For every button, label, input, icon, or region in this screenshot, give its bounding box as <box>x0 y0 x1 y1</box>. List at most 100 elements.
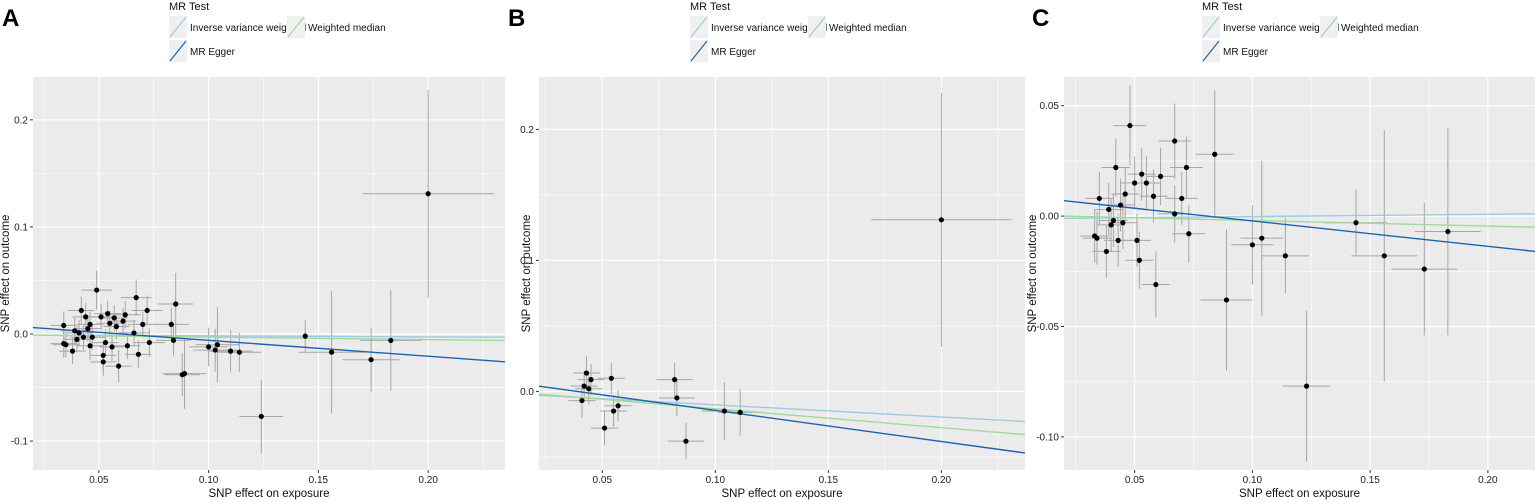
y-tick-label: 0.2 <box>14 115 28 126</box>
y-tick-label: 0.0 <box>14 330 28 341</box>
data-point <box>85 326 91 332</box>
data-point <box>1108 222 1114 228</box>
legend-title: MR Test <box>1202 1 1242 13</box>
x-tick-label: 0.05 <box>1125 475 1145 486</box>
legend-label: Weighted median <box>829 23 907 34</box>
x-tick-label: 0.10 <box>199 475 219 486</box>
legend-key-line <box>808 16 826 38</box>
data-point <box>610 408 617 414</box>
data-point <box>1282 253 1288 259</box>
data-point <box>1134 237 1140 243</box>
legend-title: MR Test <box>690 1 730 13</box>
legend-key-line <box>169 40 187 62</box>
data-point <box>1212 151 1218 157</box>
data-point <box>227 348 234 354</box>
data-point <box>212 347 218 353</box>
data-point <box>737 409 743 415</box>
y-tick-label: 0.05 <box>1040 101 1060 112</box>
data-point <box>1172 211 1178 217</box>
data-point <box>100 359 106 365</box>
regression-line-mr-egger <box>539 385 1025 454</box>
data-point <box>63 342 69 348</box>
regression-line-weighted-median <box>33 334 505 342</box>
legend-label: Inverse variance weighted <box>190 23 306 34</box>
data-point <box>368 357 374 363</box>
x-tick-label: 0.05 <box>593 475 613 486</box>
legend-key-line <box>1202 40 1220 62</box>
data-point <box>615 403 621 409</box>
x-axis-title: SNP effect on exposure <box>1239 488 1360 500</box>
data-point <box>258 413 264 420</box>
x-tick-label: 0.10 <box>1243 475 1263 486</box>
legend: MR Test Inverse variance weighted Weighted… <box>690 1 907 62</box>
data-point <box>1136 257 1142 263</box>
legend-item: Weighted median <box>808 16 907 38</box>
data-point <box>1115 237 1121 243</box>
data-point <box>181 371 188 377</box>
legend: MR Test Inverse variance weighted Weighted… <box>169 1 386 62</box>
data-point <box>74 336 80 342</box>
panel-letter: A <box>2 5 19 32</box>
panel-b: B MR Test Inverse variance weighted Weighte… <box>508 1 1025 500</box>
data-point <box>1249 242 1255 248</box>
y-tick-label: 0.2 <box>520 125 534 136</box>
data-point <box>1223 297 1230 303</box>
data-point <box>1120 220 1126 226</box>
data-point <box>1303 383 1310 389</box>
x-tick-label: 0.15 <box>1360 475 1380 486</box>
data-point <box>1139 171 1145 177</box>
data-point <box>1127 122 1133 129</box>
data-point <box>1117 202 1124 208</box>
data-point <box>608 375 614 381</box>
data-point <box>94 287 100 293</box>
legend: MR Test Inverse variance weighted Weighted… <box>1202 1 1419 62</box>
x-tick-label: 0.15 <box>819 475 839 486</box>
x-tick-label: 0.10 <box>706 475 726 486</box>
y-axis-title: SNP effect on outcome <box>1027 215 1039 333</box>
legend-key-line <box>690 16 708 38</box>
panel-c: C MR Test Inverse variance weighted Weighte… <box>1027 1 1535 500</box>
data-point <box>1183 164 1190 171</box>
data-point <box>107 320 113 326</box>
data-point <box>236 349 242 355</box>
y-tick-label: -0.05 <box>1036 322 1059 333</box>
data-point <box>721 408 727 414</box>
data-point <box>1110 217 1117 224</box>
data-point <box>1122 191 1128 197</box>
data-point <box>170 337 177 344</box>
plot-panel <box>33 77 505 470</box>
y-axis-title: SNP effect on outcome <box>0 215 12 333</box>
data-point <box>1094 235 1100 241</box>
data-point <box>1381 253 1387 259</box>
data-point <box>146 339 152 346</box>
y-tick-label: -0.1 <box>11 437 29 448</box>
data-point <box>1157 173 1164 179</box>
data-point <box>601 425 608 431</box>
data-point <box>87 321 93 327</box>
data-point <box>586 386 592 392</box>
legend-item: Weighted median <box>1320 16 1419 38</box>
data-point <box>80 334 87 340</box>
x-tick-label: 0.20 <box>932 475 952 486</box>
legend-label: MR Egger <box>1223 47 1269 58</box>
data-point <box>1132 180 1138 186</box>
data-point <box>581 383 587 389</box>
x-axis-title: SNP effect on exposure <box>208 488 329 500</box>
data-point <box>1186 231 1192 237</box>
legend-key-line <box>287 16 305 38</box>
data-point <box>1113 164 1119 171</box>
data-point <box>69 348 76 354</box>
regression-line-weighted-median <box>539 393 1025 436</box>
data-point <box>206 344 212 350</box>
data-point <box>1445 228 1451 235</box>
legend-key-line <box>1320 16 1338 38</box>
legend-label: Inverse variance weighted <box>1223 23 1339 34</box>
data-point <box>683 438 689 444</box>
legend-item: Inverse variance weighted <box>690 16 827 38</box>
data-point <box>122 312 128 318</box>
data-point <box>1179 195 1185 202</box>
data-point <box>168 321 174 327</box>
data-point <box>76 330 82 336</box>
x-tick-label: 0.20 <box>418 475 438 486</box>
